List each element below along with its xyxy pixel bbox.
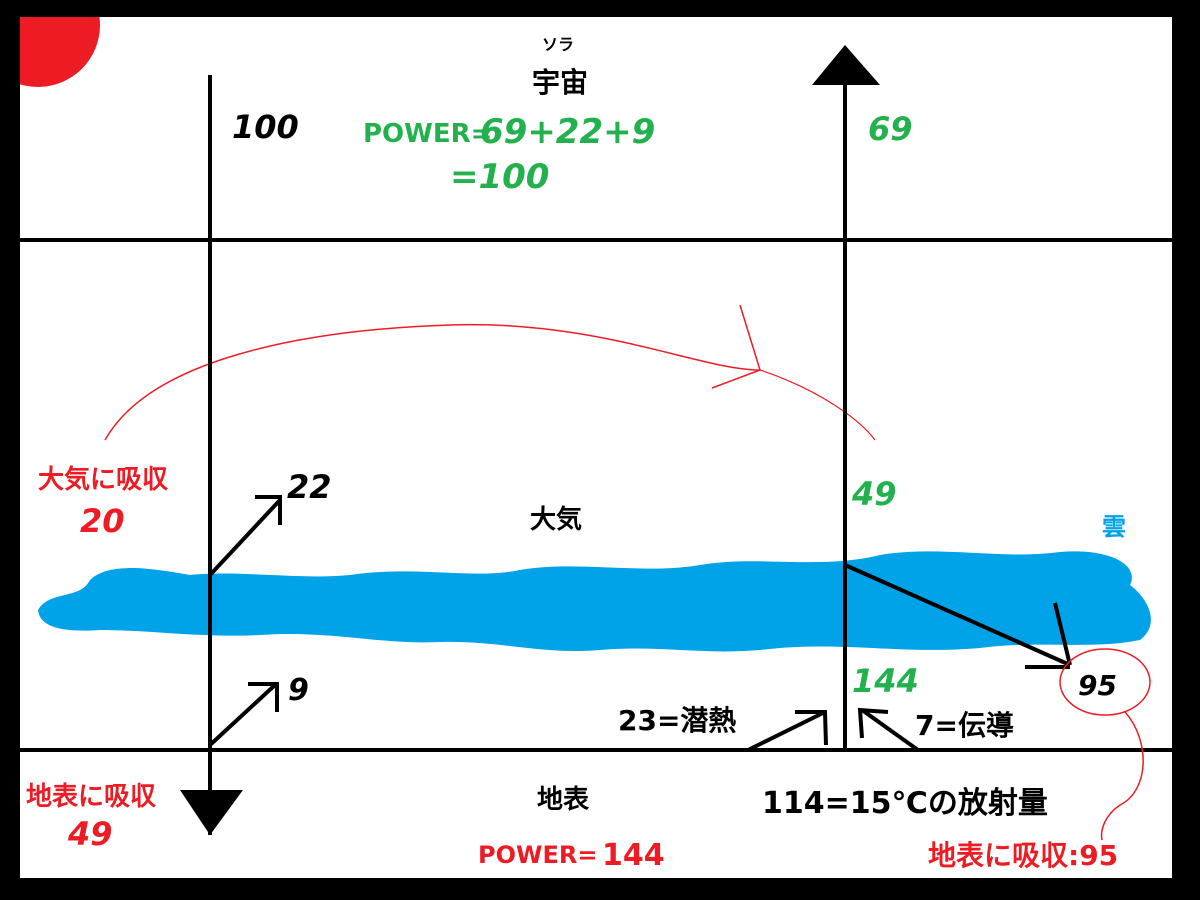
space-ruby: ソラ bbox=[542, 35, 574, 54]
surface-power-prefix: POWER= bbox=[478, 841, 597, 869]
highlight-connector bbox=[1100, 711, 1144, 841]
incoming-value: 100 bbox=[232, 108, 299, 146]
space-power-prefix: POWER= bbox=[363, 119, 492, 149]
reflect-22-value: 22 bbox=[287, 468, 332, 506]
surface-absorbed-value: 49 bbox=[67, 815, 113, 853]
highlight-circle bbox=[1059, 648, 1151, 716]
atmosphere-label: 大気 bbox=[530, 504, 582, 535]
space-power-sum: 69+22+9 bbox=[480, 112, 655, 152]
atmosphere-absorbed-label: 大気に吸収 bbox=[38, 464, 169, 495]
back-radiation-value: 95 bbox=[1078, 669, 1117, 702]
incoming-arrowhead bbox=[180, 790, 243, 835]
atmosphere-absorbed-value: 20 bbox=[80, 502, 125, 540]
surface-absorbed-label: 地表に吸収 bbox=[26, 782, 157, 812]
latent-heat-label: 23=潜熱 bbox=[618, 704, 736, 737]
outgoing-space-value: 69 bbox=[868, 110, 913, 148]
reflect-9-arrow bbox=[208, 682, 279, 747]
sun-icon bbox=[20, 17, 100, 87]
surface-absorbed-95-label: 地表に吸収:95 bbox=[928, 839, 1118, 872]
space-power-total: =100 bbox=[450, 157, 549, 197]
reflect-22-arrow bbox=[208, 495, 282, 577]
transfer-curve-arrow bbox=[104, 323, 761, 441]
surface-label: 地表 bbox=[537, 785, 590, 815]
conduction-label: 7=伝導 bbox=[915, 709, 1014, 742]
space-label: 宇宙 bbox=[532, 66, 588, 99]
atmosphere-emit-144: 144 bbox=[852, 662, 919, 700]
back-radiation-arrow bbox=[844, 563, 1072, 669]
atmosphere-emit-49: 49 bbox=[851, 475, 897, 513]
transfer-curve-tail bbox=[759, 369, 876, 441]
surface-power-value: 144 bbox=[602, 838, 665, 873]
reflect-9-value: 9 bbox=[288, 673, 309, 708]
conduction-arrow bbox=[857, 707, 920, 752]
surface-radiation-label: 114=15℃の放射量 bbox=[762, 786, 1048, 821]
outgoing-arrowhead bbox=[812, 45, 880, 85]
cloud-label: 雲 bbox=[1102, 513, 1126, 541]
latent-heat-arrow bbox=[747, 710, 828, 752]
